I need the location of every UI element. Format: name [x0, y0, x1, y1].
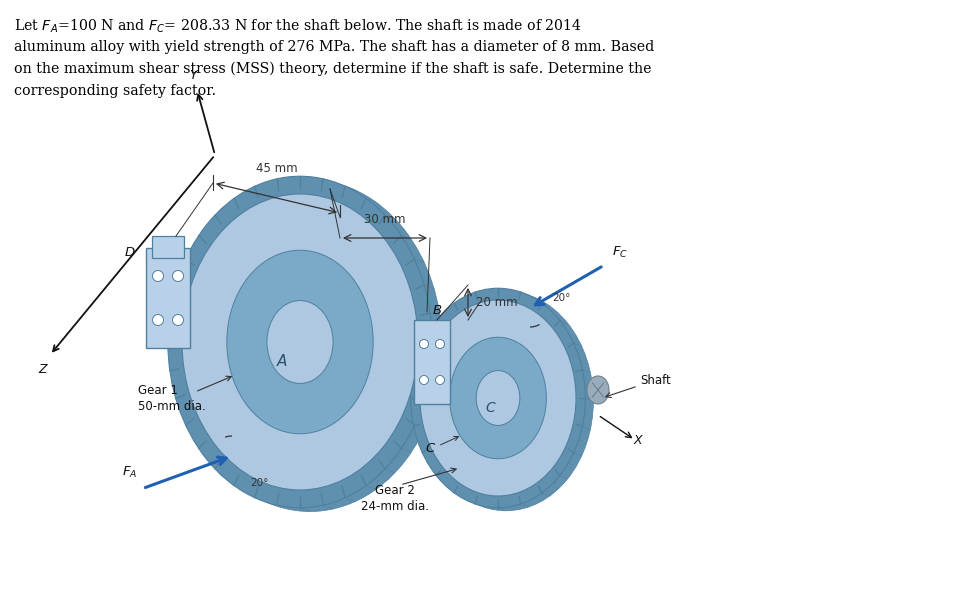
Circle shape: [153, 271, 163, 281]
Text: Gear 1: Gear 1: [138, 384, 178, 396]
Text: C: C: [485, 401, 495, 415]
Polygon shape: [154, 293, 602, 401]
Circle shape: [172, 271, 184, 281]
Ellipse shape: [168, 176, 433, 508]
Text: 24-mm dia.: 24-mm dia.: [361, 500, 429, 513]
Text: 30 mm: 30 mm: [364, 213, 405, 226]
Circle shape: [435, 339, 444, 349]
Text: 20°: 20°: [552, 293, 571, 303]
Circle shape: [172, 315, 184, 326]
Text: $F_C$: $F_C$: [611, 245, 628, 260]
Text: Y: Y: [190, 69, 196, 82]
Text: X: X: [634, 434, 642, 446]
Text: Z: Z: [39, 363, 48, 376]
Text: aluminum alloy with yield strength of 276 MPa. The shaft has a diameter of 8 mm.: aluminum alloy with yield strength of 27…: [14, 40, 654, 54]
Circle shape: [420, 376, 429, 385]
Text: B: B: [433, 303, 441, 316]
Ellipse shape: [192, 198, 428, 493]
Ellipse shape: [428, 303, 584, 499]
Ellipse shape: [226, 250, 373, 434]
Text: corresponding safety factor.: corresponding safety factor.: [14, 84, 216, 98]
Text: Let $F_A$=100 N and $F_C$= 208.33 N for the shaft below. The shaft is made of 20: Let $F_A$=100 N and $F_C$= 208.33 N for …: [14, 18, 582, 36]
Circle shape: [435, 376, 444, 385]
FancyBboxPatch shape: [146, 248, 190, 348]
Text: $F_A$: $F_A$: [122, 466, 138, 481]
FancyBboxPatch shape: [414, 320, 450, 404]
Ellipse shape: [178, 180, 442, 512]
Circle shape: [420, 339, 429, 349]
Ellipse shape: [410, 288, 585, 508]
Ellipse shape: [267, 301, 333, 384]
Ellipse shape: [420, 300, 576, 496]
Text: D: D: [124, 246, 135, 260]
Text: C: C: [426, 442, 434, 454]
Ellipse shape: [587, 376, 609, 404]
Text: Shaft: Shaft: [640, 373, 671, 387]
Ellipse shape: [450, 337, 546, 459]
Text: Gear 2: Gear 2: [375, 483, 415, 496]
FancyBboxPatch shape: [152, 236, 184, 258]
Text: 20 mm: 20 mm: [476, 296, 518, 309]
Circle shape: [153, 315, 163, 326]
Text: on the maximum shear stress (MSS) theory, determine if the shaft is safe. Determ: on the maximum shear stress (MSS) theory…: [14, 62, 651, 76]
Text: 45 mm: 45 mm: [256, 162, 297, 175]
Ellipse shape: [476, 371, 520, 425]
Text: 50-mm dia.: 50-mm dia.: [138, 399, 206, 413]
Text: 20°: 20°: [250, 478, 268, 488]
Ellipse shape: [182, 194, 418, 490]
Text: A: A: [277, 355, 287, 370]
Ellipse shape: [419, 291, 593, 511]
